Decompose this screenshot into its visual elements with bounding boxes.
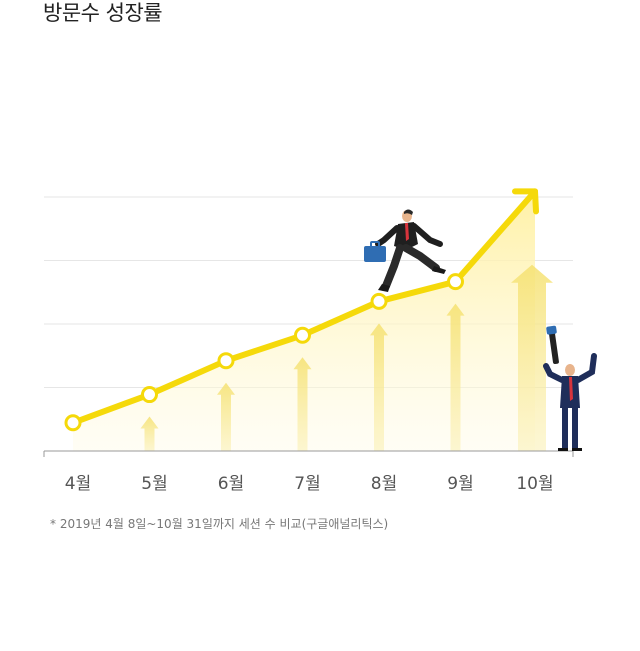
x-tick-label: 9월 bbox=[447, 474, 473, 494]
up-arrow bbox=[511, 264, 553, 451]
data-point bbox=[64, 414, 82, 432]
data-point bbox=[217, 352, 235, 370]
x-axis-ticks bbox=[43, 451, 574, 457]
growth-line-chart: 4월 5월 6월 7월 8월 9월 10월 bbox=[43, 188, 597, 494]
area-fill bbox=[73, 191, 535, 451]
x-tick-label: 10월 bbox=[516, 474, 553, 494]
page-title: 방문수 성장률 bbox=[43, 1, 163, 25]
up-arrow bbox=[140, 416, 159, 451]
up-arrows bbox=[140, 264, 553, 451]
final-arrowhead bbox=[512, 188, 539, 215]
data-point bbox=[141, 386, 158, 404]
x-axis-labels: 4월 5월 6월 7월 8월 9월 10월 bbox=[65, 474, 554, 494]
data-point bbox=[370, 292, 388, 310]
x-tick-label: 5월 bbox=[141, 474, 167, 494]
up-arrow bbox=[217, 382, 235, 451]
up-arrow bbox=[293, 357, 312, 451]
series-markers bbox=[64, 273, 464, 432]
x-tick-label: 6월 bbox=[218, 474, 244, 494]
businessman-with-telescope-illustration bbox=[543, 325, 597, 451]
x-tick-label: 7월 bbox=[294, 474, 320, 494]
data-point bbox=[294, 326, 311, 344]
up-arrow bbox=[370, 323, 388, 451]
x-tick-label: 8월 bbox=[371, 474, 397, 494]
x-tick-label: 4월 bbox=[65, 474, 91, 494]
footnote: * 2019년 4월 8일~10월 31일까지 세션 수 비교(구글애널리틱스) bbox=[50, 517, 389, 531]
data-point bbox=[447, 273, 464, 291]
businessman-climbing-illustration bbox=[364, 209, 446, 292]
up-arrow bbox=[446, 303, 465, 451]
